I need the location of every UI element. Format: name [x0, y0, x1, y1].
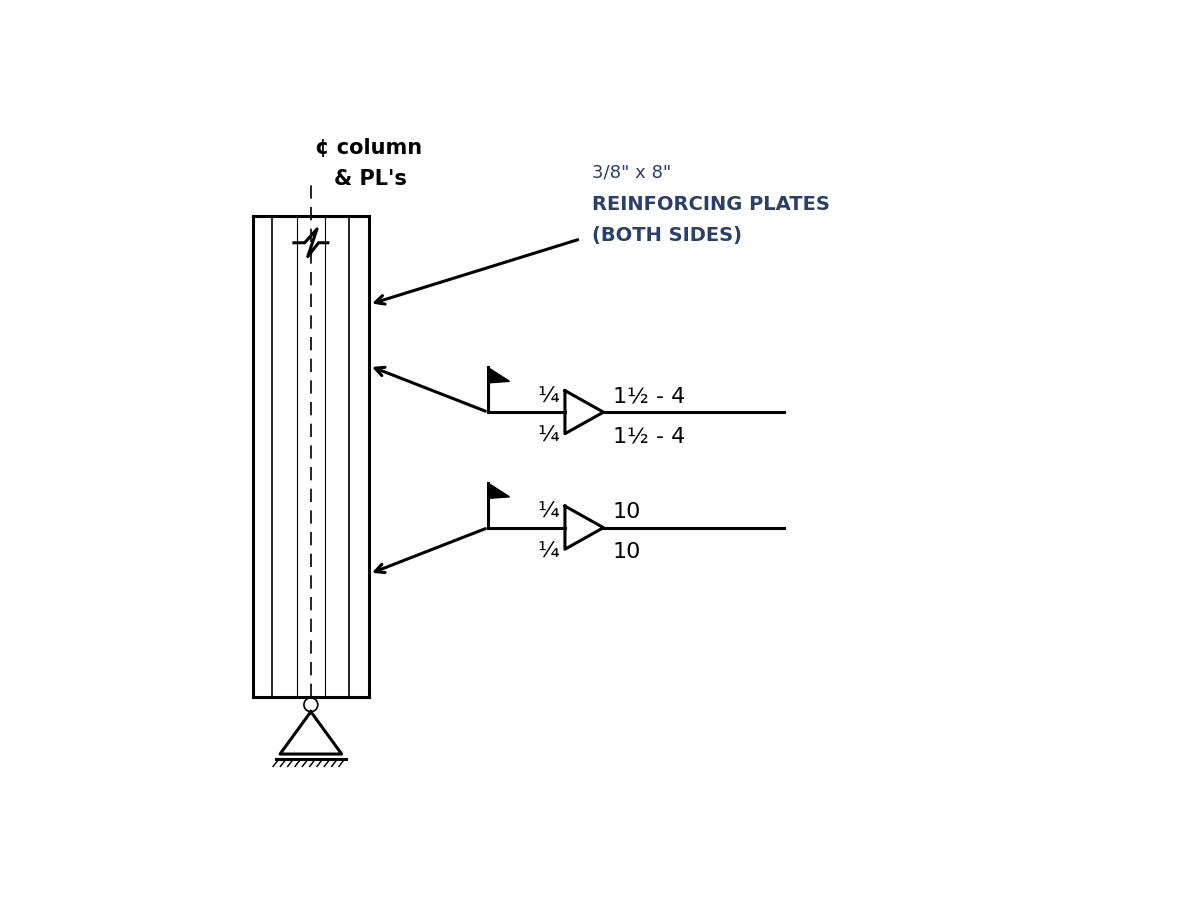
Text: & PL's: & PL's [334, 169, 407, 189]
Text: ¢ column: ¢ column [314, 138, 422, 158]
Text: 1½ - 4: 1½ - 4 [613, 426, 685, 446]
Text: 10: 10 [613, 502, 641, 522]
Text: (BOTH SIDES): (BOTH SIDES) [592, 226, 742, 245]
Text: 10: 10 [613, 542, 641, 562]
Text: REINFORCING PLATES: REINFORCING PLATES [592, 195, 829, 214]
Text: 1½ - 4: 1½ - 4 [613, 387, 685, 407]
Text: ¼: ¼ [538, 502, 559, 522]
Text: 3/8" x 8": 3/8" x 8" [592, 163, 671, 181]
Text: ¼: ¼ [538, 542, 559, 562]
Text: ¼: ¼ [538, 426, 559, 446]
Polygon shape [488, 367, 510, 382]
Text: ¼: ¼ [538, 387, 559, 407]
Polygon shape [488, 483, 510, 499]
